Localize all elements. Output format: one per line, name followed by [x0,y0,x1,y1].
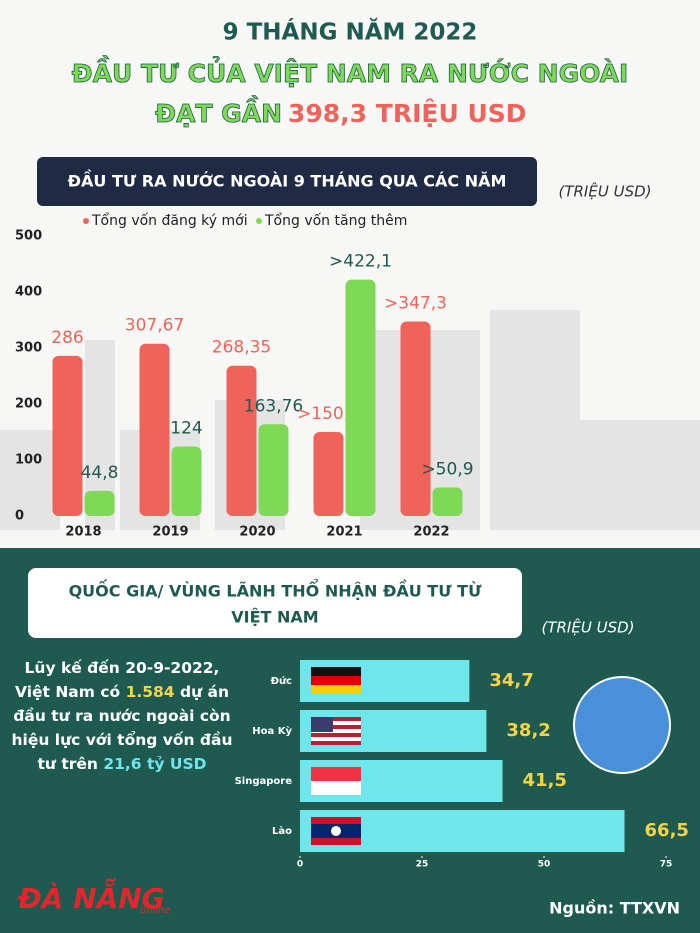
value-label: 163,76 [244,396,303,416]
note: Lũy kế đến 20-9-2022, Việt Nam có 1.584 … [8,656,236,776]
chart-title: VIỆT NAM [231,607,318,627]
value-label: >347,3 [384,294,447,314]
value-label: 307,67 [125,316,184,336]
note-highlight: 21,6 tỷ USD [103,755,207,773]
x-tick-label: 0 [297,860,303,870]
bar [345,279,376,516]
value-label: 41,5 [523,770,567,791]
bar [313,431,344,516]
x-tick-label: 25 [416,860,429,870]
y-tick-label: Hoa Kỳ [252,725,292,737]
x-tick-label: 2018 [65,525,101,540]
y-tick-label: 100 [15,453,42,468]
value-label: 66,5 [645,820,689,841]
x-tick-label: 75 [660,860,673,870]
bar [84,490,115,516]
legend-label: Tổng vốn đăng ký mới [91,212,248,229]
bar [139,343,170,516]
x-tick-label: 2020 [239,525,275,540]
y-tick-label: Lào [272,825,292,837]
bar [226,365,257,516]
bar [432,487,463,516]
logo: ĐÀ NẴNG [17,877,165,915]
bar [52,355,83,516]
value-label: 268,35 [212,338,271,358]
value-label: 34,7 [489,670,533,691]
y-tick-label: 400 [15,285,42,300]
banner [28,568,522,638]
banner [37,157,537,206]
value-label: 38,2 [506,720,550,741]
x-tick-label: 2021 [326,525,362,540]
y-tick-label: 200 [15,397,42,412]
logo-sub: online [140,905,171,916]
legend-marker [83,218,89,224]
value-label: 286 [51,328,83,348]
note-text: dự án đầu tư ra nước ngoài còn hiệu lực … [11,683,233,773]
y-tick-label: 0 [15,509,24,524]
header-line3a: ĐẠT GẦN [155,95,282,128]
bar [258,424,289,516]
y-tick-label: Singapore [235,776,293,787]
legend-marker [256,218,262,224]
bar [171,446,202,516]
unit: (TRIỆU USD) [542,618,635,637]
value-label: 44,8 [81,463,119,483]
x-tick-label: 2019 [152,525,188,540]
chart-title: QUỐC GIA/ VÙNG LÃNH THỔ NHẬN ĐẦU TƯ TỪ [69,579,483,601]
y-tick-label: 300 [15,341,42,356]
x-tick-label: 2022 [413,525,449,540]
unit: (TRIỆU USD) [559,182,652,201]
globe [573,676,671,774]
value-label: >422,1 [329,252,392,272]
note-highlight: 1.584 [125,683,175,701]
chart-title: ĐẦU TƯ RA NƯỚC NGOÀI 9 THÁNG QUA CÁC NĂM [68,170,507,191]
header-line1: 9 THÁNG NĂM 2022 [223,18,478,46]
note-text: Lũy kế đến 20-9-2022, Việt Nam có [14,659,220,701]
value-label: >50,9 [421,459,473,479]
flags [311,667,361,845]
header-line2: ĐẦU TƯ CỦA VIỆT NAM RA NƯỚC NGOÀI [72,55,629,88]
source: Nguồn: TTXVN [549,899,680,918]
y-tick-label: Đức [271,675,292,687]
value-label: >150,1 [297,404,360,424]
header-line3b: 398,3 TRIỆU USD [288,98,527,128]
legend-label: Tổng vốn tăng thêm [264,212,407,229]
y-tick-label: 500 [15,229,42,244]
bar [400,321,431,516]
value-label: 124 [170,419,202,439]
x-tick-label: 50 [538,860,551,870]
